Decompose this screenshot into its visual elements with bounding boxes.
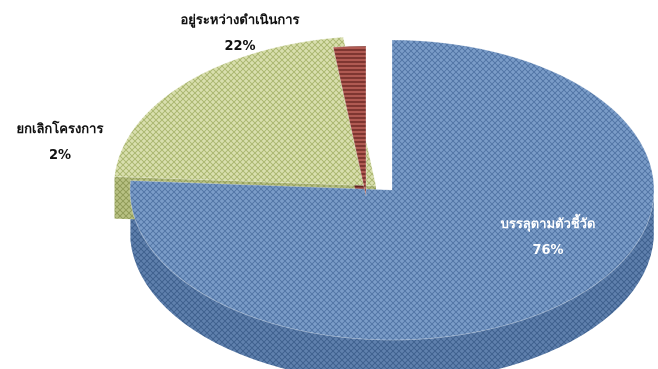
pie-slice-2 [332,45,367,197]
pie-slice-1 [114,36,377,187]
slice-percent-label: 2% [49,148,71,163]
pie-slice-0 [129,39,655,341]
slice-percent-label: 76% [532,243,563,258]
slice-percent-label: 22% [224,39,255,54]
pie-slice-side-0 [130,196,654,369]
slice-category-label: อยู่ระหว่างดำเนินการ [180,12,299,28]
slice-category-label: ยกเลิกโครงการ [17,120,104,137]
slice-category-label: บรรลุตามตัวชี้วัด [501,213,596,232]
